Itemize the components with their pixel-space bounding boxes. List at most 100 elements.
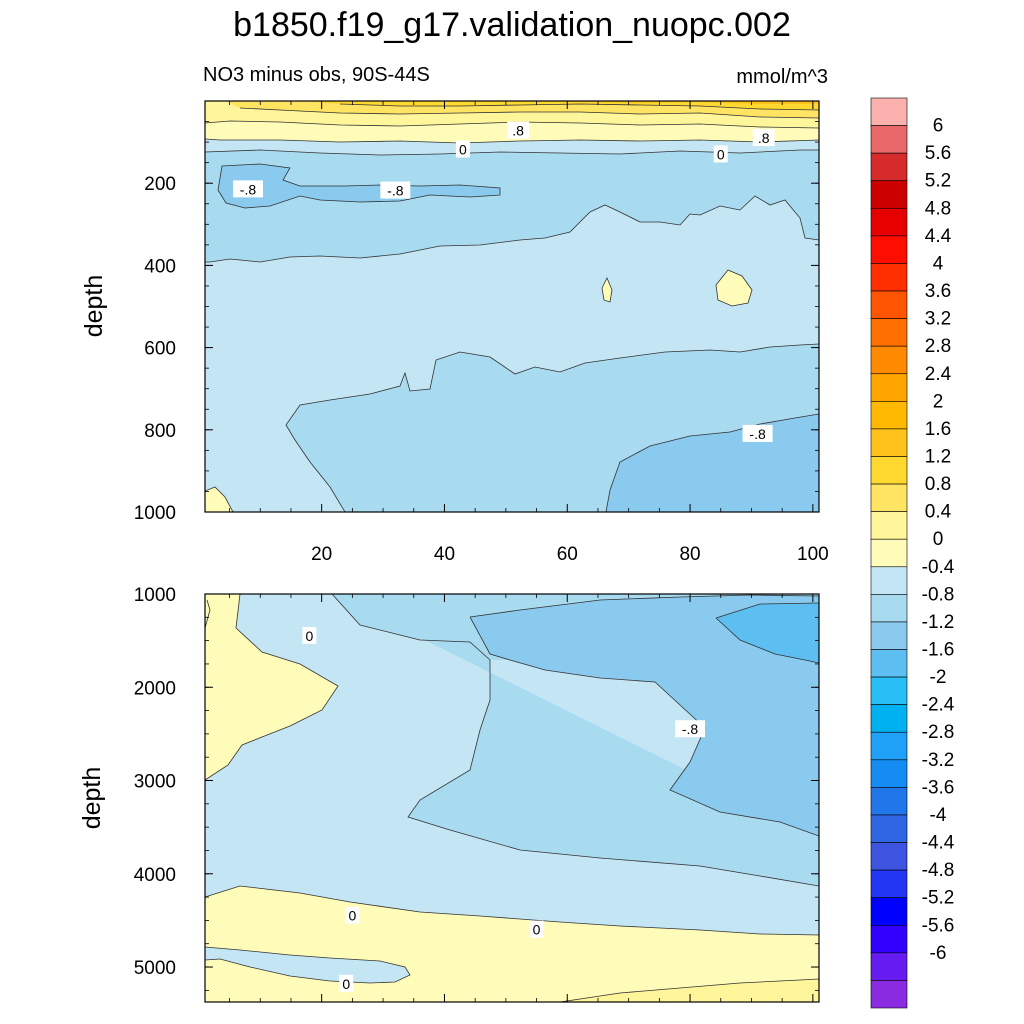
fill-level-neg04-to-neg08	[332, 594, 819, 886]
colorbar-label: -2.8	[922, 722, 955, 743]
colorbar-swatch	[870, 980, 908, 1009]
colorbar-swatch	[870, 235, 908, 264]
plot-units: mmol/m^3	[736, 66, 828, 88]
lower-panel-frame	[204, 593, 820, 1003]
contour-label: 0	[342, 976, 350, 992]
contour-label-bg	[752, 128, 775, 146]
colorbar-label: 3.6	[925, 281, 951, 302]
colorbar-swatch	[870, 345, 908, 375]
y-tick-label: 200	[144, 174, 176, 195]
contour-label: 0	[305, 628, 313, 644]
colorbar-swatch	[870, 676, 908, 705]
colorbar-swatch	[870, 180, 908, 209]
colorbar-label: -5.2	[922, 888, 955, 909]
contour-label-bg	[339, 974, 354, 992]
colorbar-label: 1.6	[925, 419, 951, 440]
colorbar: 6 5.6 5.2 4.8 4.4 4 3.6 3.2 2.8 2.4 2 1.6 1.2 0.8 0.4 0…	[870, 97, 955, 1009]
contour-label: 0	[348, 908, 356, 924]
colorbar-swatch	[870, 538, 908, 568]
colorbar-label: 2.8	[925, 336, 951, 357]
colorbar-swatch	[870, 731, 908, 761]
colorbar-label: 4.8	[925, 198, 951, 219]
fill-level-neg04-to-neg08	[205, 150, 819, 262]
colorbar-label: 4	[933, 253, 944, 274]
colorbar-swatch	[870, 263, 908, 292]
colorbar-label: -1.2	[922, 612, 955, 633]
colorbar-label: -2.4	[922, 695, 955, 716]
colorbar-label: 1.2	[925, 446, 951, 467]
contour-label: -.8	[749, 426, 766, 442]
y-tick-label: 3000	[134, 772, 176, 793]
colorbar-label: 4.4	[925, 226, 952, 247]
upper-ylabel: depth	[80, 275, 108, 338]
colorbar-swatch	[870, 649, 908, 678]
contour-label-bg	[380, 181, 411, 199]
x-tick-label: 60	[557, 544, 578, 565]
fill-level-16-to-2	[520, 101, 819, 104]
contour-label-bg	[713, 145, 728, 163]
contour-label-bg	[345, 906, 360, 924]
colorbar-label: -2	[930, 667, 947, 688]
upper-panel-fill	[205, 101, 819, 512]
contour-label-bg	[675, 720, 706, 738]
colorbar-swatch	[870, 759, 908, 788]
colorbar-swatch	[870, 842, 908, 871]
chart-title: b1850.f19_g17.validation_nuopc.002	[233, 6, 791, 44]
colorbar-label: 0.8	[925, 474, 951, 495]
colorbar-swatch	[870, 401, 908, 430]
contour-label: -.8	[387, 183, 404, 199]
colorbar-label: 5.6	[925, 143, 951, 164]
colorbar-label: -1.6	[922, 640, 955, 661]
colorbar-swatch	[870, 952, 908, 981]
fill-blob-positive	[205, 487, 233, 512]
colorbar-swatch	[870, 152, 908, 182]
colorbar-label: -3.2	[922, 750, 955, 771]
y-tick-label: 800	[144, 421, 176, 442]
fill-level-neg12-to-neg16	[716, 603, 819, 663]
lower-ylabel: depth	[78, 767, 106, 830]
colorbar-label: 6	[933, 116, 944, 137]
y-tick-label: 2000	[134, 678, 176, 699]
colorbar-label: 5.2	[925, 171, 951, 192]
contour-label: 0	[459, 141, 467, 157]
colorbar-swatch	[870, 594, 908, 623]
x-tick-label: 20	[311, 544, 332, 565]
colorbar-label: 2	[933, 391, 944, 412]
contour-label-bg	[232, 180, 263, 198]
colorbar-swatch	[870, 787, 908, 816]
colorbar-swatch	[870, 208, 908, 237]
fill-level-0-to-neg04	[205, 947, 410, 983]
fill-level-12-to-16	[300, 101, 819, 110]
x-tick-label: 80	[679, 544, 700, 565]
colorbar-swatch	[870, 290, 908, 319]
y-tick-label: 5000	[134, 958, 176, 979]
x-tick-label: 40	[434, 544, 455, 565]
contour-label: .8	[512, 123, 524, 139]
plot-subtitle: NO3 minus obs, 90S-44S	[203, 64, 430, 86]
fill-level-0-to-04	[205, 594, 338, 780]
y-tick-label: 1000	[134, 503, 176, 524]
y-tick-label: 1000	[134, 585, 176, 606]
colorbar-swatch	[870, 897, 908, 926]
colorbar-label: -4	[930, 805, 947, 826]
colorbar-swatch	[870, 704, 908, 733]
contour-label-bg	[455, 140, 470, 158]
colorbar-swatch	[870, 97, 908, 126]
fill-blob-positive	[716, 270, 752, 306]
colorbar-label: -0.8	[922, 584, 955, 605]
colorbar-label: 0.4	[925, 502, 952, 523]
colorbar-swatch	[870, 814, 908, 843]
colorbar-swatch	[870, 621, 908, 650]
colorbar-label: -6	[930, 943, 947, 964]
colorbar-swatch	[870, 125, 908, 154]
contour-label-bg	[302, 626, 317, 644]
contour-label-bg	[742, 424, 773, 442]
y-tick-label: 400	[144, 256, 176, 277]
lower-panel-fill	[205, 594, 819, 1002]
colorbar-swatch	[870, 318, 908, 347]
y-tick-label: 4000	[134, 865, 176, 886]
colorbar-swatch	[870, 869, 908, 898]
colorbar-swatch	[870, 373, 908, 402]
contour-label: -.8	[682, 721, 699, 737]
